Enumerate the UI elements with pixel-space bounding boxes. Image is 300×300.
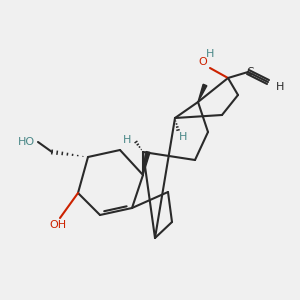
Text: H: H — [206, 49, 214, 59]
Text: H: H — [123, 135, 131, 145]
Text: O: O — [198, 57, 207, 67]
Text: C: C — [246, 67, 254, 77]
Polygon shape — [198, 84, 207, 102]
Text: H: H — [276, 82, 284, 92]
Polygon shape — [143, 152, 150, 175]
Text: HO: HO — [18, 137, 35, 147]
Text: H: H — [179, 132, 188, 142]
Text: OH: OH — [50, 220, 67, 230]
